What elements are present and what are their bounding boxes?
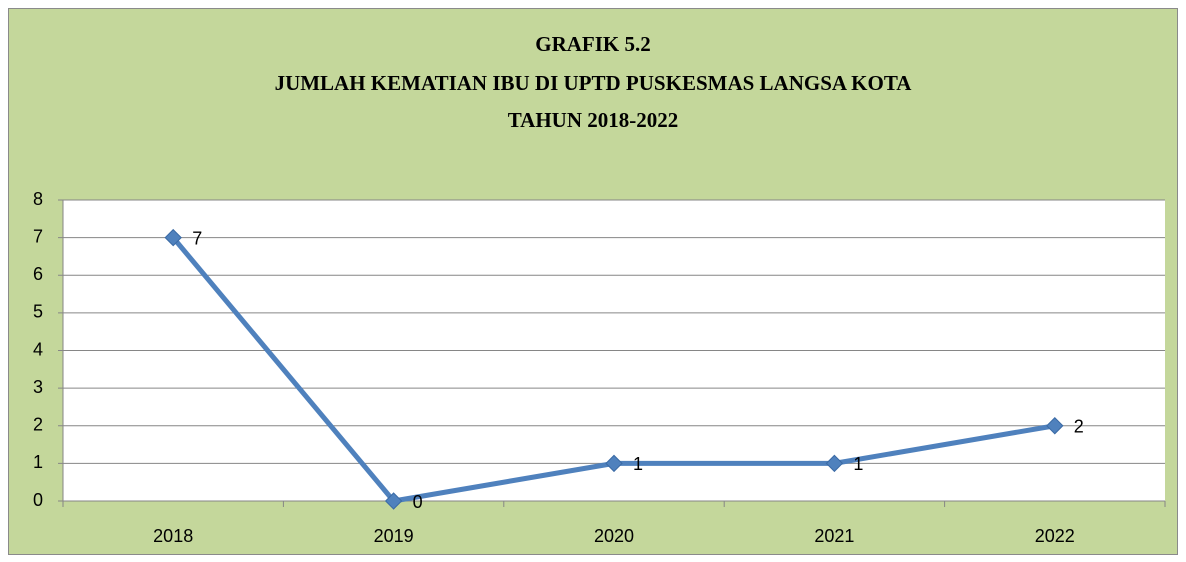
y-tick-label: 1 bbox=[33, 452, 43, 472]
x-tick-label: 2020 bbox=[594, 526, 634, 546]
data-label: 0 bbox=[413, 492, 423, 512]
data-label: 2 bbox=[1074, 417, 1084, 437]
chart-title: TAHUN 2018-2022 bbox=[508, 108, 679, 132]
x-tick-label: 2021 bbox=[814, 526, 854, 546]
y-tick-label: 7 bbox=[33, 226, 43, 246]
data-point bbox=[164, 228, 182, 247]
x-tick-label: 2018 bbox=[153, 526, 193, 546]
x-tick-label: 2019 bbox=[374, 526, 414, 546]
data-point bbox=[825, 454, 844, 473]
x-tick-label: 2022 bbox=[1035, 526, 1075, 546]
data-point bbox=[1046, 417, 1064, 435]
y-tick-label: 0 bbox=[33, 490, 43, 510]
data-point bbox=[384, 492, 403, 510]
y-tick-label: 8 bbox=[33, 189, 43, 209]
data-label: 7 bbox=[192, 228, 202, 248]
data-point bbox=[605, 454, 623, 473]
data-label: 1 bbox=[633, 454, 643, 474]
data-label: 1 bbox=[853, 454, 863, 474]
y-tick-label: 6 bbox=[33, 264, 43, 284]
chart-title: JUMLAH KEMATIAN IBU DI UPTD PUSKESMAS LA… bbox=[275, 71, 913, 95]
y-tick-label: 5 bbox=[33, 302, 43, 322]
y-tick-label: 4 bbox=[33, 339, 43, 359]
chart-title: GRAFIK 5.2 bbox=[535, 32, 651, 56]
y-tick-label: 2 bbox=[33, 415, 43, 435]
y-tick-label: 3 bbox=[33, 377, 43, 397]
